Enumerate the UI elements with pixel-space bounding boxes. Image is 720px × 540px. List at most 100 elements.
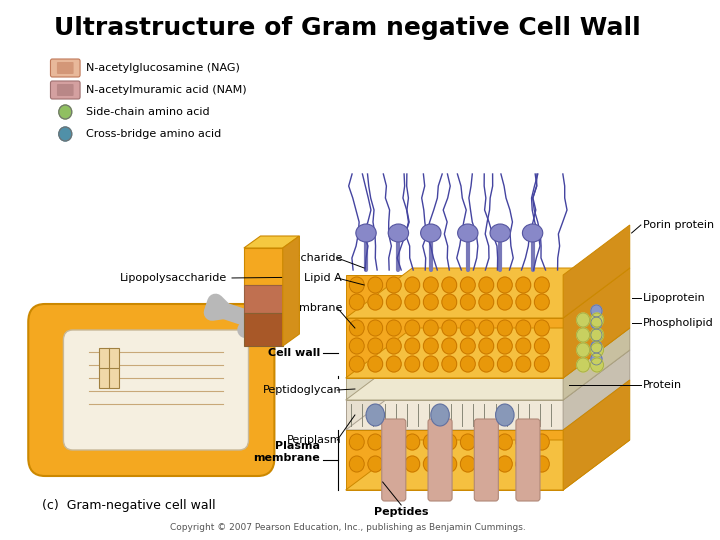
Polygon shape [563, 350, 630, 430]
Text: Peptidoglycan: Peptidoglycan [264, 385, 342, 395]
Polygon shape [346, 440, 630, 490]
Circle shape [516, 320, 531, 336]
Polygon shape [346, 328, 630, 378]
Circle shape [479, 434, 494, 450]
Circle shape [577, 313, 590, 327]
Circle shape [577, 358, 590, 372]
Text: Cross-bridge amino acid: Cross-bridge amino acid [86, 129, 221, 139]
Polygon shape [346, 378, 563, 400]
Circle shape [590, 343, 603, 357]
Ellipse shape [523, 224, 543, 242]
Circle shape [516, 356, 531, 372]
Circle shape [460, 294, 475, 310]
Circle shape [442, 434, 456, 450]
Circle shape [387, 456, 401, 472]
Text: Periplasm: Periplasm [287, 435, 342, 445]
Circle shape [498, 356, 512, 372]
Circle shape [423, 434, 438, 450]
FancyBboxPatch shape [474, 419, 498, 501]
Circle shape [516, 434, 531, 450]
Circle shape [368, 277, 382, 293]
Circle shape [368, 294, 382, 310]
Circle shape [498, 434, 512, 450]
Polygon shape [283, 236, 300, 346]
Circle shape [405, 338, 420, 354]
Bar [244, 285, 283, 313]
Circle shape [460, 434, 475, 450]
Circle shape [590, 328, 603, 342]
Text: Protein: Protein [643, 380, 682, 390]
FancyBboxPatch shape [428, 419, 452, 501]
Circle shape [442, 338, 456, 354]
Circle shape [534, 277, 549, 293]
Circle shape [534, 356, 549, 372]
Polygon shape [563, 328, 630, 400]
Polygon shape [346, 350, 630, 400]
FancyBboxPatch shape [382, 419, 406, 501]
Circle shape [534, 320, 549, 336]
Polygon shape [346, 400, 563, 430]
FancyBboxPatch shape [63, 330, 248, 450]
Text: N-acetylmuramic acid (NAM): N-acetylmuramic acid (NAM) [86, 85, 246, 95]
Circle shape [479, 456, 494, 472]
Circle shape [498, 456, 512, 472]
Polygon shape [346, 380, 630, 430]
Circle shape [349, 294, 364, 310]
Circle shape [591, 317, 602, 329]
Circle shape [423, 356, 438, 372]
Circle shape [368, 456, 382, 472]
Circle shape [387, 294, 401, 310]
Circle shape [368, 434, 382, 450]
FancyBboxPatch shape [99, 348, 119, 388]
FancyBboxPatch shape [516, 419, 540, 501]
Circle shape [349, 434, 364, 450]
Circle shape [460, 277, 475, 293]
Circle shape [442, 294, 456, 310]
Circle shape [516, 277, 531, 293]
FancyBboxPatch shape [28, 304, 274, 476]
Text: Copyright © 2007 Pearson Education, Inc., publishing as Benjamin Cummings.: Copyright © 2007 Pearson Education, Inc.… [170, 523, 526, 532]
Polygon shape [244, 236, 300, 248]
Bar [244, 313, 283, 346]
Circle shape [59, 127, 72, 141]
Text: Peptides: Peptides [374, 507, 428, 517]
Ellipse shape [495, 404, 514, 426]
Circle shape [577, 328, 590, 342]
Bar [244, 248, 283, 285]
FancyBboxPatch shape [50, 59, 80, 77]
Polygon shape [563, 380, 630, 490]
Circle shape [534, 294, 549, 310]
Circle shape [591, 329, 602, 341]
Circle shape [591, 353, 602, 365]
Circle shape [590, 358, 603, 372]
Circle shape [442, 277, 456, 293]
Circle shape [387, 320, 401, 336]
Circle shape [349, 356, 364, 372]
Circle shape [516, 338, 531, 354]
Circle shape [368, 338, 382, 354]
Circle shape [423, 294, 438, 310]
Circle shape [423, 456, 438, 472]
Circle shape [479, 338, 494, 354]
Circle shape [405, 294, 420, 310]
Circle shape [479, 356, 494, 372]
Text: Outer membrane: Outer membrane [246, 303, 342, 313]
Circle shape [498, 338, 512, 354]
Circle shape [479, 320, 494, 336]
Circle shape [479, 277, 494, 293]
Circle shape [59, 105, 72, 119]
FancyBboxPatch shape [57, 62, 73, 74]
FancyBboxPatch shape [50, 81, 80, 99]
Text: Phospholipid: Phospholipid [643, 318, 714, 328]
Text: Porin protein: Porin protein [643, 220, 714, 230]
Text: Lipid A: Lipid A [305, 273, 342, 283]
Circle shape [349, 320, 364, 336]
Circle shape [349, 456, 364, 472]
Circle shape [591, 341, 602, 353]
Ellipse shape [366, 404, 384, 426]
Text: Ultrastructure of Gram negative Cell Wall: Ultrastructure of Gram negative Cell Wal… [54, 16, 641, 40]
Circle shape [460, 338, 475, 354]
Circle shape [387, 277, 401, 293]
Ellipse shape [388, 224, 408, 242]
Circle shape [405, 320, 420, 336]
